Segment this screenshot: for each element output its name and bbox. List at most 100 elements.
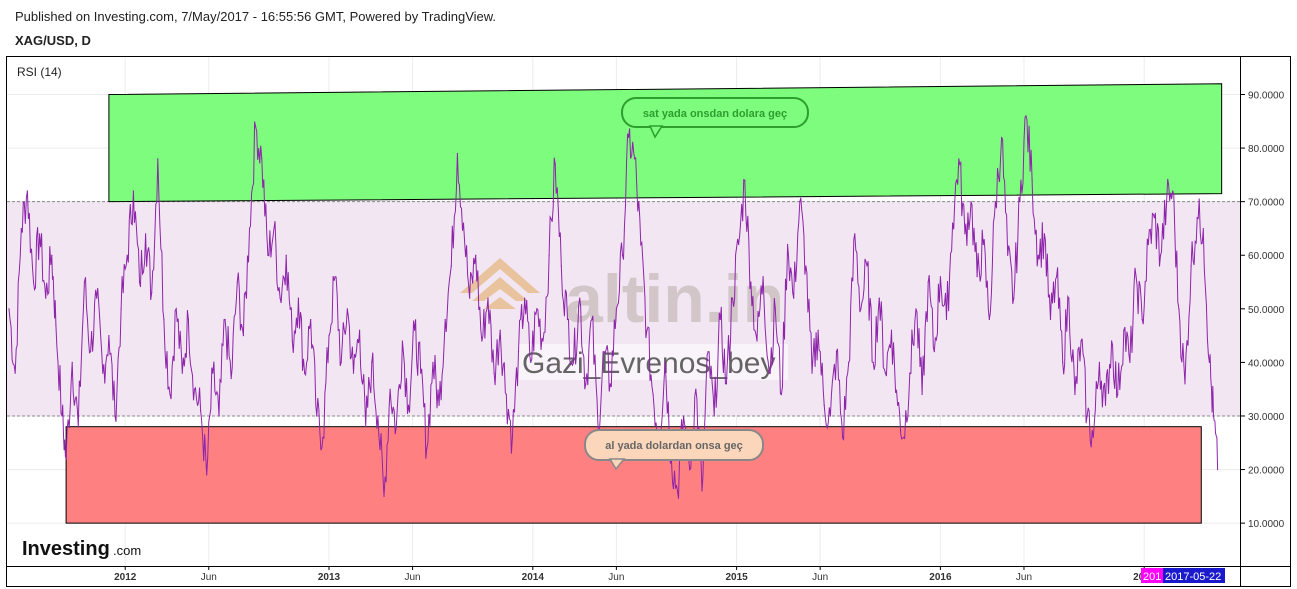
sell-zone-rectangle[interactable] [108,83,1223,203]
x-tick-label: 2014 [522,572,545,583]
rsi-point [224,318,226,321]
rsi-point [725,383,728,385]
rsi-point [872,361,874,363]
rsi-point [878,297,880,299]
rsi-point [652,393,654,396]
rsi-point [322,436,324,439]
rsi-point [744,179,746,181]
rsi-point [505,393,507,396]
rsi-point [933,351,935,353]
rsi-point [475,254,477,256]
investing-logo-bold: Investing [22,538,110,560]
rsi-point [823,404,825,406]
rsi-series-line [8,114,1219,499]
rsi-point [664,361,666,363]
rsi-point [982,243,984,246]
rsi-point [750,281,752,283]
rsi-point [817,329,819,331]
x-tick-label: Jun [608,572,624,583]
rsi-point [1062,361,1064,363]
rsi-point [55,324,57,326]
rsi-point [120,308,122,310]
rsi-series-points [8,115,1219,497]
rsi-point [768,372,770,374]
rsi-point [230,377,232,380]
buy-callout[interactable]: al yada dolardan onsa geç [584,429,764,471]
rsi-point [218,415,220,417]
rsi-point [426,447,428,449]
rsi-point [921,393,923,396]
rsi-point [786,243,789,246]
rsi-point [1104,404,1107,406]
rsi-point [1216,468,1219,471]
rsi-neutral-band [7,201,1240,416]
rsi-point [328,335,330,337]
x-axis-ticks: 2012Jun2013Jun2014Jun2015Jun2016Jun2017 [114,566,1156,583]
rsi-point [1068,297,1070,299]
rsi-point [1190,265,1192,267]
watermark-username: Gazi_Evrenos_bey [522,347,775,380]
rsi-point [627,136,630,138]
rsi-point [1202,227,1204,230]
rsi-point [157,158,159,160]
rsi-point [634,158,636,160]
rsi-point [530,361,532,363]
rsi-point [1135,276,1137,278]
rsi-point [151,292,153,294]
rsi-point [1013,297,1015,299]
rsi-point [695,388,697,390]
rsi-point [267,254,269,256]
rsi-point [132,190,134,192]
x-tick-label: 2012 [114,572,137,583]
rsi-point [517,351,520,353]
rsi-point [175,308,177,310]
rsi-point [200,410,202,412]
rsi-point [1141,318,1143,321]
rsi-point [548,254,550,256]
rsi-point [689,468,691,471]
sell-callout-text: sat yada onsdan dolara geç [643,108,787,120]
rsi-point [377,415,379,417]
rsi-point [976,276,978,278]
rsi-point [61,415,63,417]
date-badge [1163,568,1225,583]
altin-logo-icon [460,258,540,309]
rsi-point [187,318,189,321]
rsi-point [854,233,856,235]
x-tick-label: 2016 [929,572,952,583]
sell-callout[interactable]: sat yada onsdan dolara geç [621,97,809,139]
x-tick-label: 2013 [318,572,341,583]
rsi-point [389,388,391,390]
rsi-point [554,163,556,165]
rsi-point [774,308,776,310]
rsi-point [560,265,562,267]
rsi-point [255,126,257,128]
rsi-point [1037,254,1039,256]
rsi-point [903,436,905,439]
rsi-point [731,297,734,299]
x-tick-label: Jun [201,572,217,583]
rsi-point [144,233,147,235]
rsi-point [1147,243,1149,246]
rsi-point [1043,233,1045,235]
rsi-point [1129,361,1131,363]
rsi-point [273,227,275,230]
rsi-point [897,404,899,406]
rsi-point [1080,340,1082,342]
rsi-point [811,372,813,374]
rsi-point [952,222,954,224]
rsi-point [432,361,434,363]
rsi-point [646,329,648,331]
rsi-point [102,372,104,374]
rsi-point [310,318,312,321]
current-badge-text: 201 [1143,571,1161,583]
rsi-point [1159,254,1162,256]
investing-logo: Investing .com [22,538,141,560]
rsi-point [352,372,355,374]
rsi-point [585,383,587,385]
rsi-point [793,297,795,299]
watermark-logo-text: altin.in [565,261,784,337]
rsi-point [77,426,79,428]
rsi-point [542,340,544,342]
